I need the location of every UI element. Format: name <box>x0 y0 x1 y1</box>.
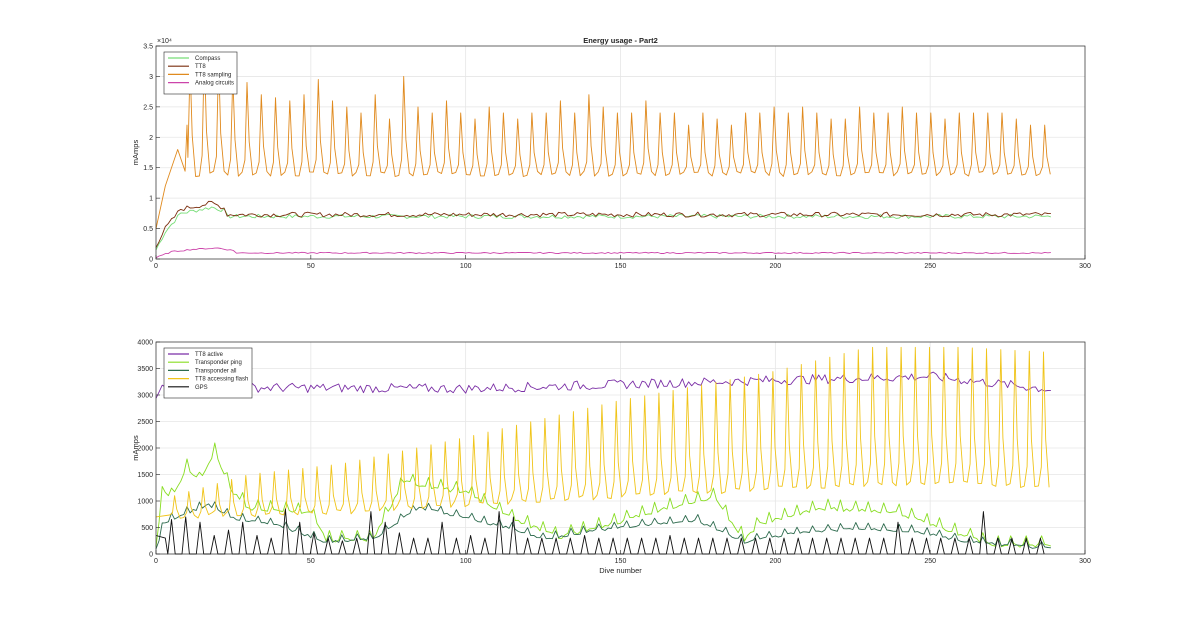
x-tick-label: 250 <box>924 263 936 270</box>
x-tick-label: 300 <box>1079 558 1091 565</box>
chart-1: 0 50 100 150 200 250 300 0 0.5 1 1.5 2 2.5 3 3.5 ×10⁴ En… <box>131 36 1091 270</box>
x-tick-label: 0 <box>154 263 158 270</box>
x-tick-label: 0 <box>154 558 158 565</box>
x-tick-label: 150 <box>615 558 627 565</box>
y-tick-label: 3 <box>149 74 153 81</box>
legend: TT8 active Transponder ping Transponder al… <box>163 347 253 399</box>
y-tick-label: 2 <box>149 135 153 142</box>
y-tick-label: 0 <box>149 552 153 559</box>
legend-label: TT8 sampling <box>195 72 231 78</box>
x-tick-label: 150 <box>615 263 627 270</box>
y-tick-label: 1.5 <box>143 165 153 172</box>
series-line-tt8 <box>155 200 1051 248</box>
x-tick-label: 100 <box>460 558 472 565</box>
y-axis-label: mAmps <box>131 140 140 166</box>
y-tick-label: 500 <box>141 525 153 532</box>
y-tick-label: 2000 <box>137 446 153 453</box>
y-axis-label: mAmps <box>131 435 140 461</box>
y-tick-label: 2500 <box>137 419 153 426</box>
legend-label: TT8 <box>195 64 206 70</box>
series-line-transponder-ping <box>155 442 1052 548</box>
y-tick-label: 3.5 <box>143 44 153 51</box>
y-tick-label: 3500 <box>137 366 153 373</box>
y-tick-label: 1500 <box>137 472 153 479</box>
y-exponent-label: ×10⁴ <box>157 38 172 45</box>
chart-title: Energy usage - Part2 <box>583 36 658 45</box>
legend-label: TT8 active <box>195 352 224 358</box>
y-tick-label: 2.5 <box>143 104 153 111</box>
legend-box <box>163 347 253 399</box>
y-tick-label: 0 <box>149 257 153 264</box>
x-tick-label: 100 <box>460 263 472 270</box>
series-line-tt8-accessing-flash <box>155 346 1050 519</box>
chart-2: 0 50 100 150 200 250 3000500100015002000250030… <box>131 340 1091 576</box>
y-tick-label: 1000 <box>137 499 153 506</box>
legend-label: GPS <box>195 385 208 391</box>
legend-label: Compass <box>195 56 220 62</box>
series-line-analog-circuits <box>155 247 1051 259</box>
x-tick-label: 250 <box>924 558 936 565</box>
series-line-tt8-sampling <box>155 51 1051 229</box>
x-axis-label: Dive number <box>599 566 642 575</box>
y-tick-label: 0.5 <box>143 226 153 233</box>
legend-label: Analog circuits <box>195 81 234 87</box>
legend-label: Transponder ping <box>195 360 242 366</box>
x-tick-label: 50 <box>307 558 315 565</box>
x-tick-label: 200 <box>769 263 781 270</box>
legend-box <box>163 51 238 95</box>
x-tick-label: 50 <box>307 263 315 270</box>
legend: Compass TT8 TT8 sampling Analog circuits <box>163 51 238 95</box>
x-tick-label: 200 <box>769 558 781 565</box>
x-tick-label: 300 <box>1079 263 1091 270</box>
y-tick-label: 3000 <box>137 393 153 400</box>
legend-label: Transponder all <box>195 368 236 374</box>
series-line-transponder-all <box>155 501 1051 550</box>
legend-label: TT8 accessing flash <box>195 377 248 383</box>
y-tick-label: 1 <box>149 196 153 203</box>
y-tick-label: 4000 <box>137 340 153 347</box>
